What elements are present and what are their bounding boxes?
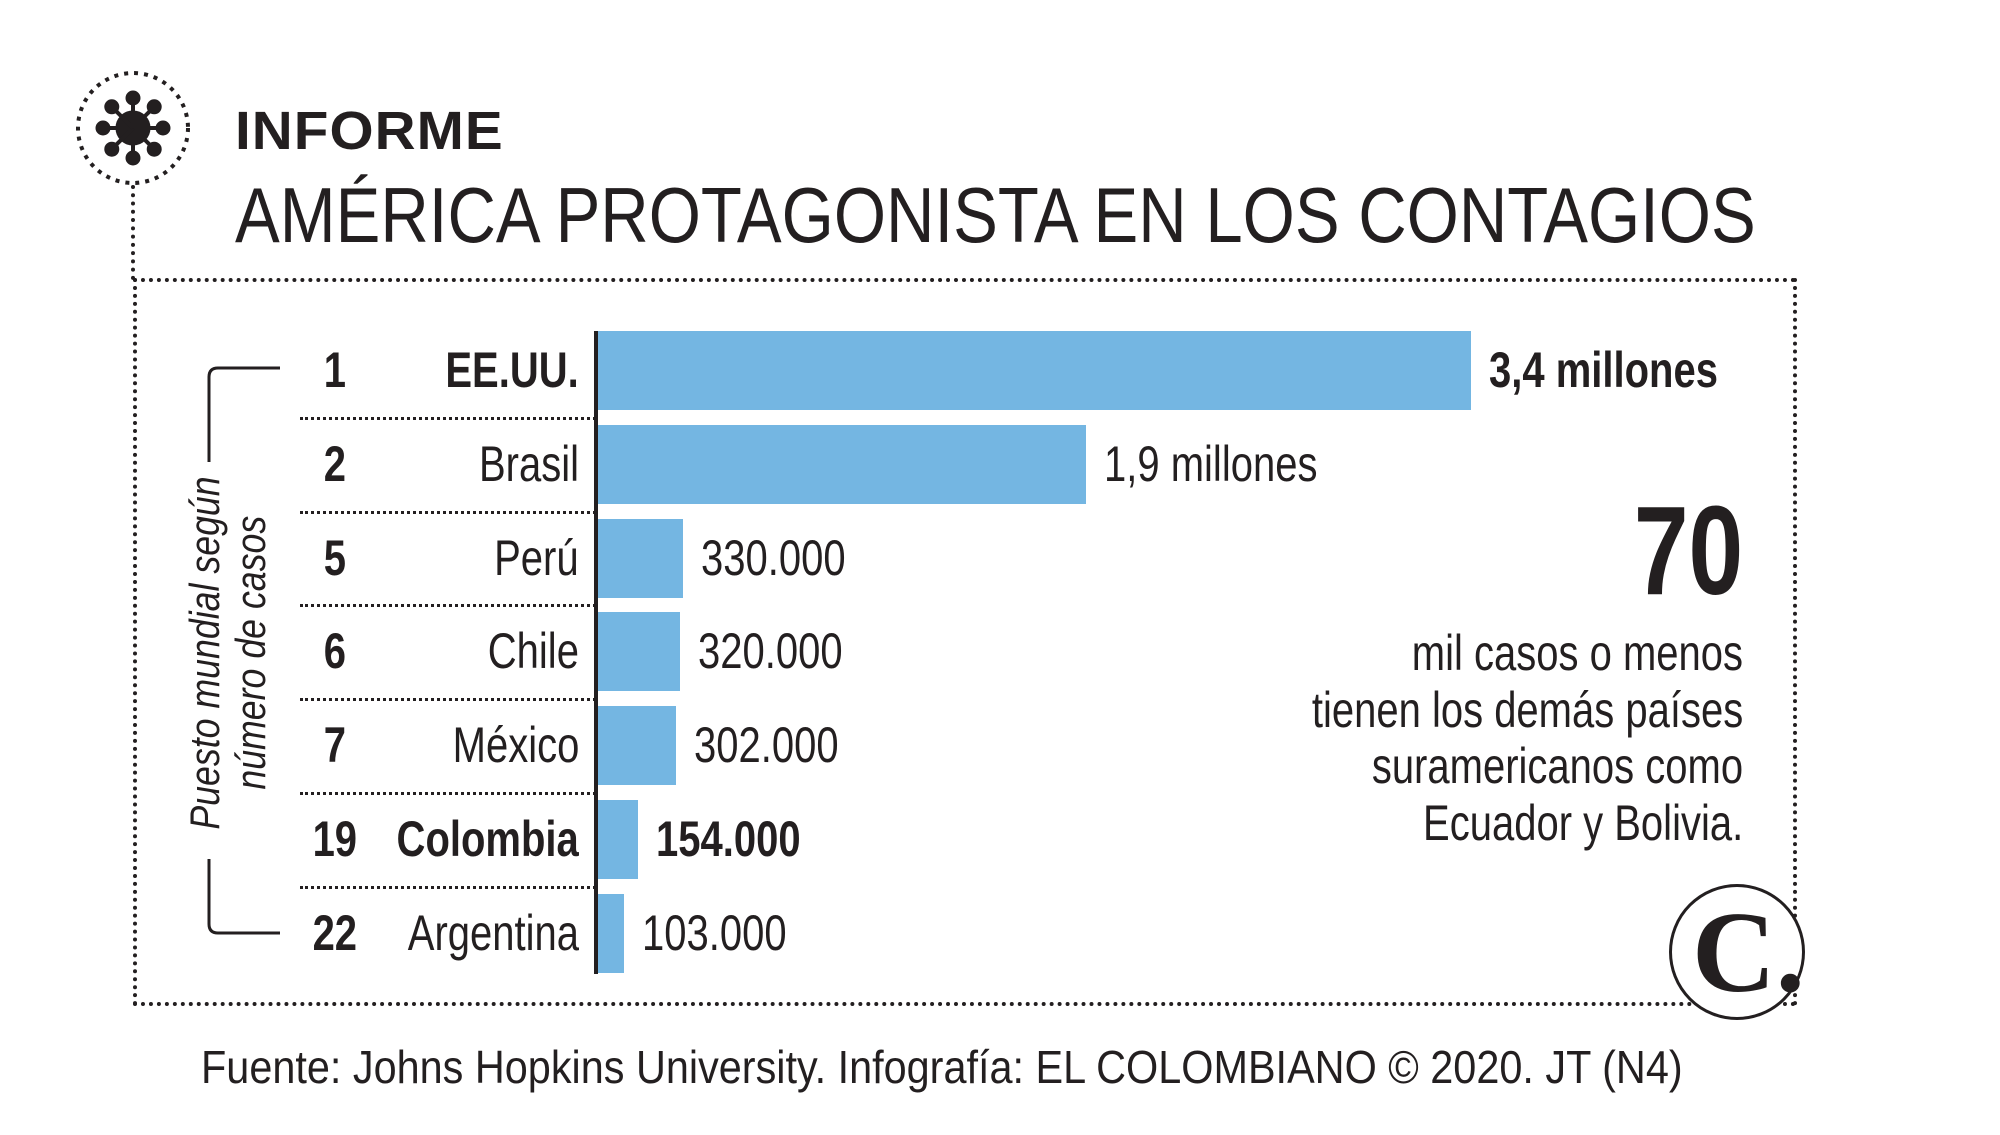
value-label: 1,9 millones <box>1103 435 1318 492</box>
value-label: 154.000 <box>655 811 801 867</box>
value-label: 302.000 <box>693 717 839 774</box>
category-label: Colombia <box>396 811 579 867</box>
value-label: 320.000 <box>698 623 843 680</box>
value-label: 103.000 <box>642 904 788 961</box>
row-separator <box>300 698 596 702</box>
row-separator <box>300 416 596 420</box>
category-label: Perú <box>494 529 580 586</box>
category-label: México <box>452 717 579 774</box>
bar <box>598 800 638 879</box>
bar <box>598 612 681 692</box>
rank-label: 1 <box>323 342 347 398</box>
bar <box>598 424 1086 504</box>
row-separator <box>300 792 596 795</box>
row-separator <box>300 604 596 608</box>
annotation-text: mil casos o menos tienen los demás paíse… <box>1311 625 1743 851</box>
rank-label: 22 <box>312 904 358 961</box>
virus-icon <box>76 71 190 185</box>
category-label: Argentina <box>407 904 579 961</box>
connector-line <box>131 185 135 280</box>
y-axis-line <box>594 331 598 974</box>
chart-frame <box>133 278 1797 1006</box>
annotation-number: 70 <box>1633 480 1743 621</box>
el-colombiano-logo: C. <box>1669 884 1805 1020</box>
chart-title: AMÉRICA PROTAGONISTA EN LOS CONTAGIOS <box>235 171 1756 259</box>
y-axis-label: Puesto mundial según número de casos <box>181 476 274 830</box>
value-label: 3,4 millones <box>1489 342 1718 398</box>
y-label-bracket <box>207 366 280 935</box>
rank-label: 7 <box>323 717 347 774</box>
bar <box>598 331 1471 410</box>
rank-label: 2 <box>323 435 347 492</box>
rank-label: 5 <box>323 529 347 586</box>
category-label: Chile <box>487 623 579 680</box>
source-footer: Fuente: Johns Hopkins University. Infogr… <box>201 1041 1683 1093</box>
rank-label: 19 <box>312 811 358 867</box>
rank-label: 6 <box>323 623 347 680</box>
category-label: Brasil <box>478 435 579 492</box>
row-separator <box>300 885 596 889</box>
category-label: EE.UU. <box>445 342 579 398</box>
value-label: 330.000 <box>700 529 846 586</box>
bar <box>598 518 683 598</box>
section-kicker: INFORME <box>235 101 504 161</box>
row-separator <box>300 510 596 514</box>
bar <box>598 706 676 786</box>
bar <box>598 893 625 973</box>
